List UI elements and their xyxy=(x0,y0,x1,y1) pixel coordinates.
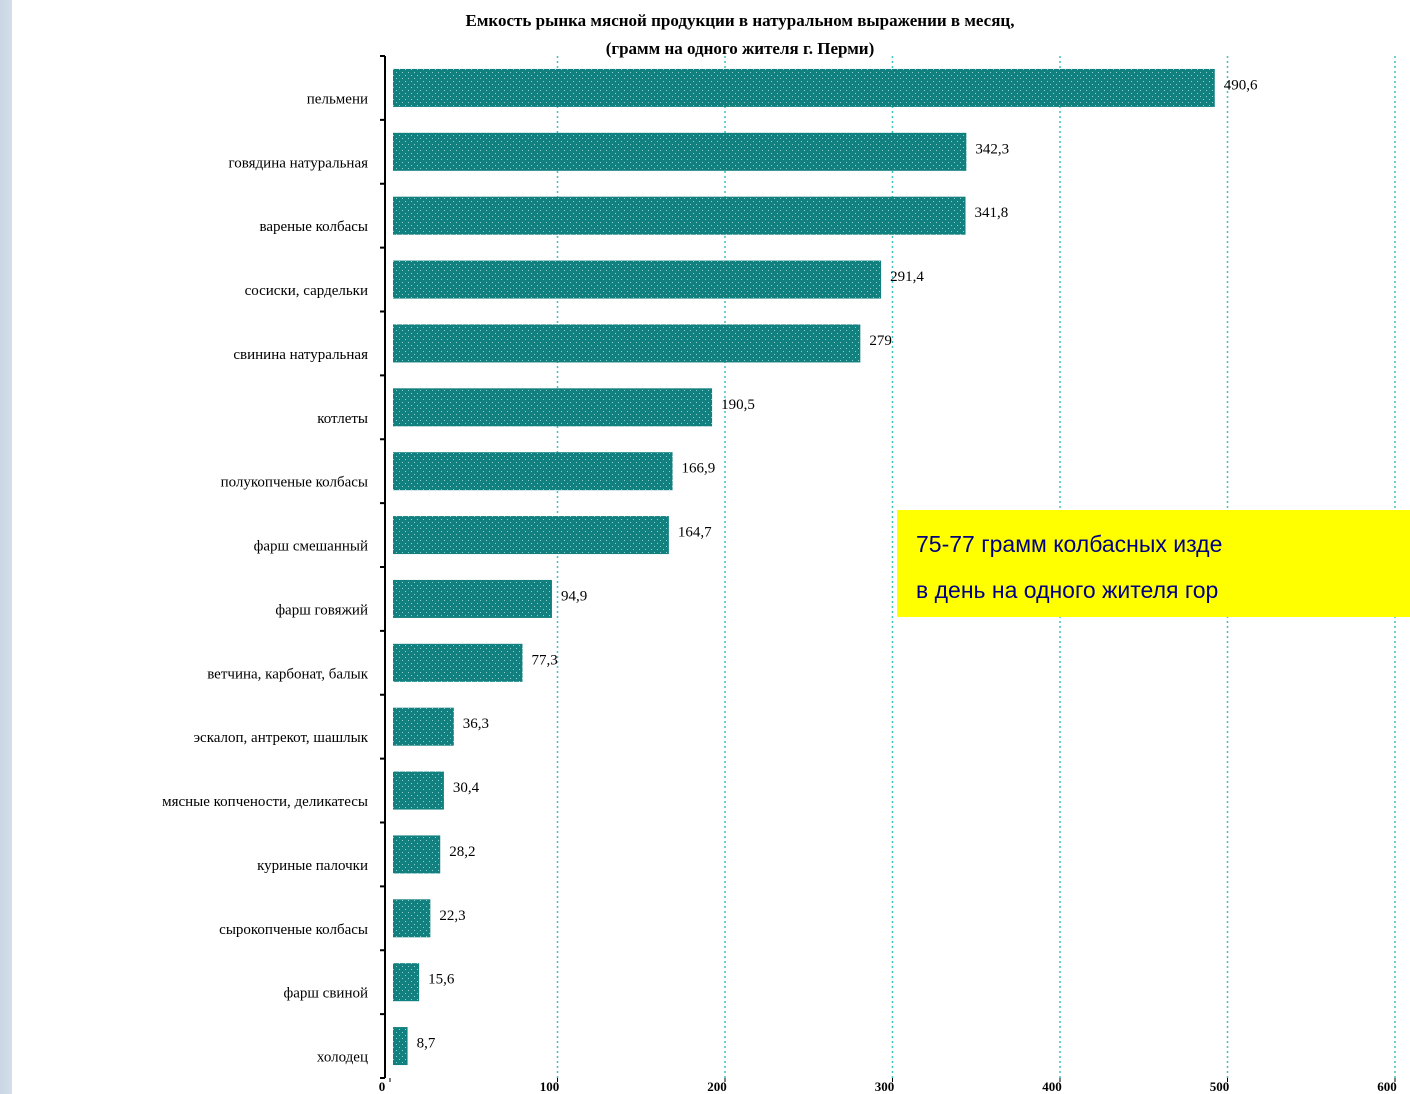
chart-subtitle: (грамм на одного жителя г. Перми) xyxy=(606,39,875,58)
y-tick-label: эскалоп, антрекот, шашлык xyxy=(194,730,369,746)
value-label: 166,9 xyxy=(682,461,716,477)
y-tick-label: полукопченые колбасы xyxy=(221,475,368,491)
bar xyxy=(393,963,420,1002)
value-label: 28,2 xyxy=(449,844,475,860)
bar xyxy=(393,579,552,618)
value-label: 15,6 xyxy=(428,972,455,988)
y-tick-label: фарш говяжий xyxy=(275,602,368,618)
y-tick-label: котлеты xyxy=(317,411,368,427)
chart-title: Емкость рынка мясной продукции в натурал… xyxy=(466,11,1015,30)
y-tick-label: свинина натуральная xyxy=(233,347,368,363)
y-tick-label: сырокопченые колбасы xyxy=(219,922,368,938)
y-tick-label: фарш смешанный xyxy=(254,539,368,555)
y-tick-label: ветчина, карбонат, балык xyxy=(207,666,369,682)
bar xyxy=(393,643,523,682)
annotation-line: в день на одного жителя гор xyxy=(916,577,1218,603)
x-tick-label: 0 xyxy=(379,1079,386,1094)
x-tick-label: 600 xyxy=(1377,1079,1397,1094)
bar xyxy=(393,516,669,555)
bar xyxy=(393,1027,408,1066)
value-label: 164,7 xyxy=(678,525,712,541)
value-label: 36,3 xyxy=(463,716,489,732)
x-tick-label: 500 xyxy=(1210,1079,1230,1094)
y-tick-label: сосиски, сардельки xyxy=(245,283,368,299)
bar xyxy=(393,324,861,363)
value-label: 190,5 xyxy=(721,397,755,413)
x-tick-label: 100 xyxy=(540,1079,560,1094)
bar xyxy=(393,452,673,491)
value-label: 341,8 xyxy=(975,205,1009,221)
value-label: 30,4 xyxy=(453,780,480,796)
value-label: 279 xyxy=(869,333,892,349)
value-label: 342,3 xyxy=(975,141,1009,157)
bar xyxy=(393,196,966,235)
y-tick-label: холодец xyxy=(317,1050,368,1066)
bar xyxy=(393,68,1215,107)
bar xyxy=(393,771,444,810)
bar xyxy=(393,132,967,171)
value-label: 94,9 xyxy=(561,588,587,604)
value-label: 22,3 xyxy=(439,908,465,924)
y-tick-label: мясные копчености, деликатесы xyxy=(162,794,368,810)
bar xyxy=(393,388,713,427)
x-tick-label: 400 xyxy=(1042,1079,1062,1094)
y-tick-label: говядина натуральная xyxy=(228,155,368,171)
annotation: 75-77 грамм колбасных изде в день на одн… xyxy=(897,510,1410,617)
y-tick-label: куриные палочки xyxy=(257,858,368,874)
value-label: 490,6 xyxy=(1224,77,1258,93)
bar xyxy=(393,260,882,299)
bar xyxy=(393,707,454,746)
x-tick-label: 200 xyxy=(707,1079,727,1094)
value-label: 77,3 xyxy=(531,652,557,668)
bar xyxy=(393,835,441,874)
value-label: 291,4 xyxy=(890,269,924,285)
y-tick-label: вареные колбасы xyxy=(259,219,368,235)
annotation-line: 75-77 грамм колбасных изде xyxy=(916,531,1222,557)
y-tick-label: фарш свиной xyxy=(284,986,369,1002)
annotation-box xyxy=(897,510,1410,617)
bar xyxy=(393,899,431,938)
y-tick-label: пельмени xyxy=(307,91,368,107)
x-tick-label: 300 xyxy=(875,1079,895,1094)
value-label: 8,7 xyxy=(417,1036,436,1052)
